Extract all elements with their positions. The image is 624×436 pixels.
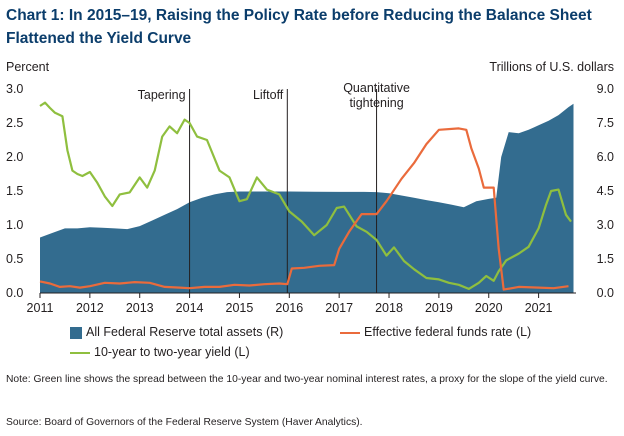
chart-title-line-2: Flattened the Yield Curve — [6, 30, 192, 47]
legend-swatch-yield-spread — [70, 351, 90, 354]
x-tick-label-6: 2017 — [325, 301, 353, 315]
y-left-tick-label-2: 1.0 — [6, 218, 23, 232]
x-tick-label-7: 2018 — [375, 301, 403, 315]
legend-swatch-assets — [70, 326, 82, 339]
legend-label-fed-funds: Effective federal funds rate (L) — [364, 325, 532, 339]
legend-label-assets: All Federal Reserve total assets (R) — [86, 325, 284, 339]
x-tick-label-5: 2016 — [275, 301, 303, 315]
right-axis-unit-label: Trillions of U.S. dollars — [489, 60, 614, 74]
y-left-tick-label-3: 1.5 — [6, 184, 23, 198]
y-left-tick-label-0: 0.0 — [6, 286, 23, 300]
rate-lines-layer — [39, 101, 572, 291]
x-tick-label-1: 2012 — [76, 301, 104, 315]
y-right-tick-label-0: 0.0 — [597, 286, 614, 300]
assets-area-layer — [40, 103, 574, 293]
y-right-tick-label-4: 6.0 — [597, 150, 614, 164]
x-tick-label-3: 2014 — [176, 301, 204, 315]
series-fed-funds-line — [39, 127, 569, 291]
x-tick-label-8: 2019 — [425, 301, 453, 315]
y-right-tick-label-6: 9.0 — [597, 82, 614, 96]
chart-title: Chart 1: In 2015–19, Raising the Policy … — [6, 4, 618, 50]
chart-note: Note: Green line shows the spread betwee… — [6, 374, 608, 385]
event-label-2-line-0: Quantitative — [343, 81, 410, 95]
event-label-0: Tapering — [138, 88, 186, 102]
left-axis-unit-label: Percent — [6, 60, 50, 74]
y-left-tick-label-4: 2.0 — [6, 150, 23, 164]
y-right-tick-label-2: 3.0 — [597, 218, 614, 232]
series-yield-spread-line — [39, 101, 572, 290]
x-tick-label-4: 2015 — [226, 301, 254, 315]
event-label-2-line-1: tightening — [349, 96, 403, 110]
y-left-tick-label-6: 3.0 — [6, 82, 23, 96]
legend-label-yield-spread: 10-year to two-year yield (L) — [94, 345, 250, 359]
y-left-tick-label-5: 2.5 — [6, 116, 23, 130]
event-label-1: Liftoff — [253, 88, 284, 102]
x-tick-label-0: 2011 — [27, 301, 54, 315]
y-right-tick-label-5: 7.5 — [597, 116, 614, 130]
series-assets-area — [40, 103, 574, 293]
chart-source: Source: Board of Governors of the Federa… — [6, 417, 363, 428]
legend-item-assets: All Federal Reserve total assets (R) — [70, 325, 283, 339]
x-tick-label-10: 2021 — [525, 301, 553, 315]
x-tick-label-9: 2020 — [475, 301, 503, 315]
y-right-tick-label-3: 4.5 — [597, 184, 614, 198]
axes-layer: 2011 2012 2013 2014 2015 2016 2017 2018 2019 2020… — [6, 82, 614, 315]
y-right-tick-label-1: 1.5 — [597, 252, 614, 266]
legend-item-fed-funds: Effective federal funds rate (L) — [340, 325, 531, 339]
y-left-tick-label-1: 0.5 — [6, 252, 23, 266]
x-tick-label-2: 2013 — [126, 301, 154, 315]
legend-swatch-fed-funds — [340, 331, 360, 334]
legend-item-yield-spread: 10-year to two-year yield (L) — [70, 345, 250, 359]
chart-title-line-1: Chart 1: In 2015–19, Raising the Policy … — [6, 7, 592, 24]
